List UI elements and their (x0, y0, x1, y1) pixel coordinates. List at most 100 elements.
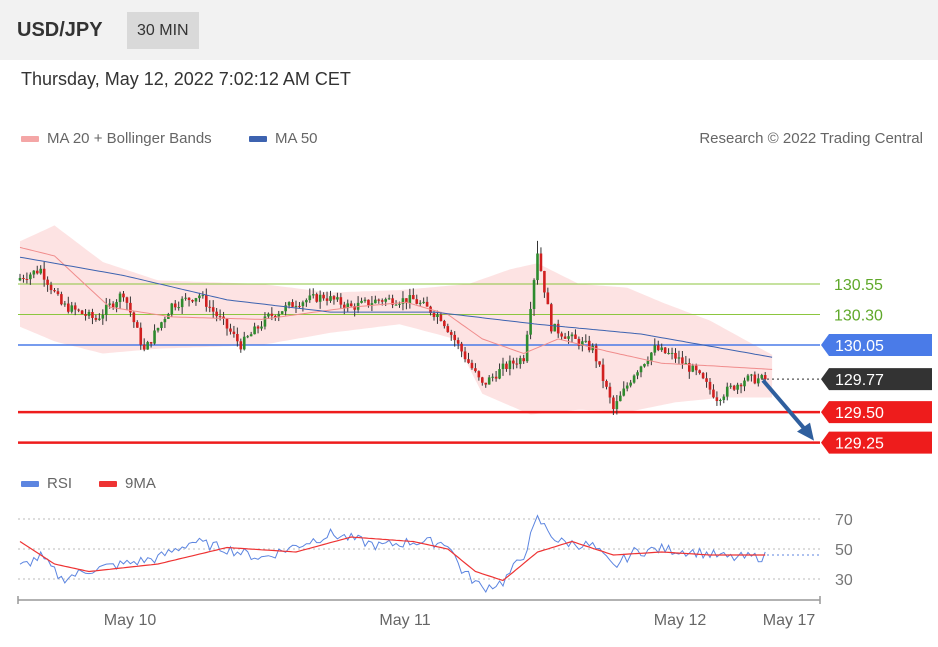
candle-body (405, 298, 408, 304)
candle (94, 314, 98, 322)
candle (653, 338, 657, 356)
candle-body (339, 297, 343, 305)
candle-body (622, 388, 626, 396)
candle-body (763, 375, 767, 380)
candle-body (229, 328, 232, 332)
candle-body (184, 297, 187, 299)
candle-body (301, 302, 305, 307)
level-130-30-label: 130.30 (834, 308, 883, 325)
candle-body (236, 334, 239, 342)
candle-body (374, 299, 377, 304)
candle (757, 373, 760, 387)
candle (550, 302, 553, 334)
candle (494, 370, 498, 382)
candle-body (581, 341, 584, 346)
candle-body (577, 338, 581, 346)
candle (139, 322, 143, 350)
candle-body (198, 295, 201, 299)
candle (53, 288, 56, 293)
candle (129, 296, 132, 317)
candle (25, 272, 29, 284)
candle-body (494, 376, 498, 379)
timeframe-badge[interactable]: 30 MIN (127, 12, 199, 49)
candle-body (325, 298, 329, 301)
candle (325, 291, 329, 306)
candle-body (681, 357, 684, 364)
candle (353, 303, 356, 317)
candle-body (287, 302, 291, 306)
candle (412, 288, 415, 300)
candle-body (546, 292, 550, 305)
candle (205, 288, 208, 312)
candle (370, 296, 374, 312)
candle-body (142, 344, 146, 350)
candle-body (677, 357, 681, 359)
research-credit: Research © 2022 Trading Central (699, 130, 923, 147)
candle (42, 261, 46, 287)
candle-body (719, 400, 722, 402)
candle-body (608, 386, 612, 398)
ma50-line (19, 256, 773, 358)
candle-body (49, 284, 53, 291)
ma50-legend-label: MA 50 (275, 130, 318, 147)
candle-body (242, 336, 246, 350)
candle (111, 301, 115, 310)
candle (650, 352, 653, 366)
candle (646, 356, 650, 367)
candle-body (456, 340, 460, 344)
candle-body (619, 395, 622, 402)
candle (753, 371, 757, 385)
time-axis: May 10 May 11 May 12 May 17 (17, 596, 821, 629)
candle-body (722, 396, 726, 401)
ma50-legend[interactable]: MA 50 (249, 130, 318, 147)
candle (301, 300, 305, 312)
candle-body (87, 312, 91, 316)
candle (253, 322, 256, 335)
candle (529, 301, 532, 340)
ma20-legend[interactable]: MA 20 + Bollinger Bands (21, 130, 212, 147)
candle-body (760, 375, 764, 379)
candle (743, 377, 746, 392)
candle (146, 340, 149, 350)
candle-body (353, 306, 356, 310)
candle-body (256, 326, 260, 329)
candle (87, 309, 91, 320)
rsi-legend[interactable]: RSI (21, 475, 72, 492)
candle-body (173, 303, 177, 308)
candle-body (194, 298, 198, 302)
candle (70, 301, 74, 314)
candle (177, 301, 180, 311)
candle-body (160, 322, 163, 328)
candle (422, 297, 425, 304)
candle (539, 247, 543, 272)
candle (294, 300, 298, 314)
candle-body (232, 331, 236, 335)
ma50-legend-swatch (249, 136, 267, 143)
candle-body (584, 340, 588, 342)
candle (104, 297, 108, 322)
candle-body (643, 364, 646, 367)
candle (63, 300, 67, 307)
candle (211, 300, 215, 319)
candle (512, 357, 515, 370)
candle-body (60, 294, 63, 305)
candle-body (298, 305, 301, 307)
rsi-ma-legend[interactable]: 9MA (99, 475, 156, 492)
candle-body (253, 326, 256, 335)
candle (118, 291, 122, 310)
candle (377, 298, 381, 304)
candle-body (42, 268, 46, 280)
candle (715, 391, 719, 406)
candle (577, 336, 581, 350)
candle (280, 311, 284, 315)
candle (443, 319, 446, 329)
candle-body (156, 327, 160, 331)
candle (498, 363, 501, 380)
candle (367, 299, 370, 308)
candle (456, 337, 460, 350)
candle-body (180, 298, 184, 308)
candle-body (149, 342, 153, 344)
candle (712, 384, 715, 399)
candle-body (274, 315, 277, 318)
candle-body (556, 323, 560, 334)
